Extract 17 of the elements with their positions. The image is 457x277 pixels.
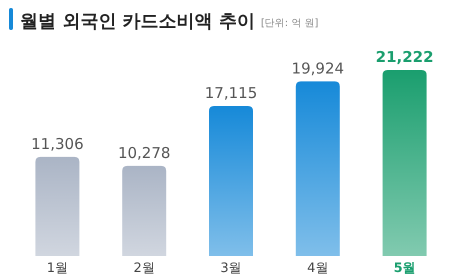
chart-subtitle: [단위: 억 원] [260, 18, 318, 29]
data-label: 17,115 [204, 84, 258, 102]
data-label: 19,924 [292, 59, 344, 78]
x-tick-label: 2월 [134, 261, 155, 276]
data-label: 21,222 [376, 48, 434, 66]
x-tick-label: 3월 [220, 261, 242, 276]
bar [209, 106, 253, 256]
data-label: 11,306 [31, 134, 84, 153]
bar [296, 81, 340, 256]
bar [382, 70, 427, 256]
x-tick-label: 5월 [394, 261, 416, 276]
bar [122, 166, 166, 256]
x-tick-label: 4월 [307, 261, 328, 276]
chart-title: 월별 외국인 카드소비액 추이 [20, 11, 255, 32]
bar [35, 156, 80, 256]
x-tick-label: 1월 [46, 261, 68, 276]
data-label: 10,278 [118, 144, 170, 162]
